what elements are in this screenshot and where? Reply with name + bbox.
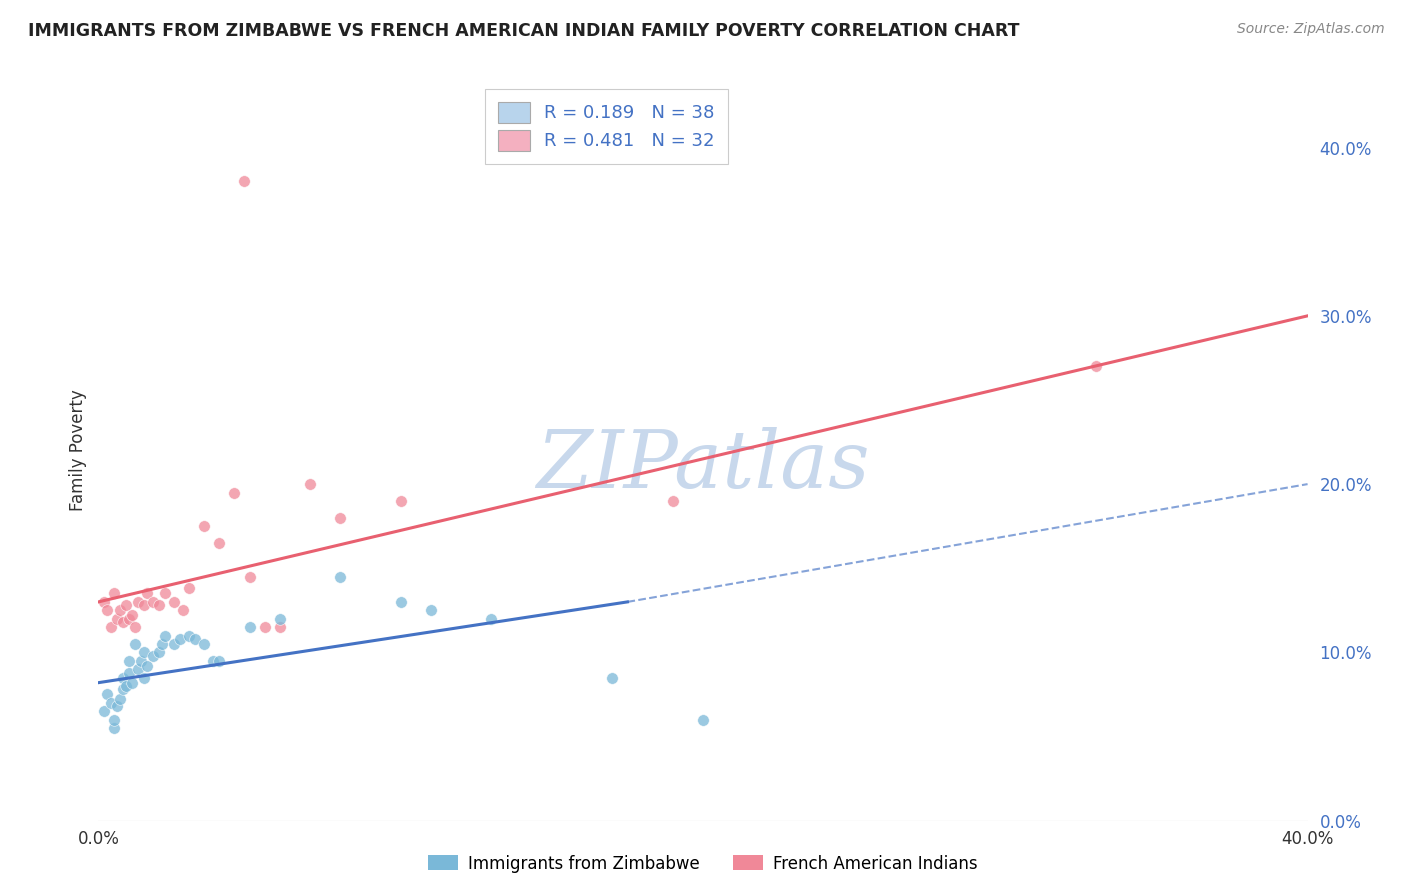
Point — [172, 603, 194, 617]
Point — [127, 595, 149, 609]
Point — [232, 174, 254, 188]
Point — [96, 688, 118, 702]
Point — [100, 620, 122, 634]
Y-axis label: Family Poverty: Family Poverty — [69, 390, 87, 511]
Point — [179, 582, 201, 596]
Point — [121, 608, 143, 623]
Point — [121, 675, 143, 690]
Point — [127, 662, 149, 676]
Point — [208, 654, 231, 668]
Point — [202, 654, 225, 668]
Point — [153, 586, 176, 600]
Point — [118, 654, 141, 668]
Point — [224, 485, 246, 500]
Point — [93, 704, 115, 718]
Point — [103, 713, 125, 727]
Point — [111, 682, 134, 697]
Text: ZIPatlas: ZIPatlas — [536, 426, 870, 504]
Point — [124, 637, 146, 651]
Point — [692, 713, 714, 727]
Point — [96, 603, 118, 617]
Point — [163, 637, 186, 651]
Point — [420, 603, 443, 617]
Point — [153, 628, 176, 642]
Point — [114, 599, 136, 613]
Point — [114, 679, 136, 693]
Point — [129, 654, 152, 668]
Point — [105, 612, 128, 626]
Text: IMMIGRANTS FROM ZIMBABWE VS FRENCH AMERICAN INDIAN FAMILY POVERTY CORRELATION CH: IMMIGRANTS FROM ZIMBABWE VS FRENCH AMERI… — [28, 22, 1019, 40]
Point — [179, 628, 201, 642]
Point — [150, 637, 173, 651]
Point — [108, 692, 131, 706]
Point — [269, 620, 291, 634]
Point — [93, 595, 115, 609]
Point — [118, 665, 141, 680]
Point — [253, 620, 276, 634]
Point — [132, 599, 155, 613]
Text: Source: ZipAtlas.com: Source: ZipAtlas.com — [1237, 22, 1385, 37]
Point — [132, 671, 155, 685]
Point — [389, 595, 412, 609]
Point — [100, 696, 122, 710]
Point — [132, 645, 155, 659]
Point — [239, 620, 262, 634]
Point — [1085, 359, 1108, 374]
Point — [329, 510, 352, 524]
Point — [299, 477, 322, 491]
Point — [208, 536, 231, 550]
Point — [602, 671, 624, 685]
Point — [184, 632, 207, 646]
Legend: Immigrants from Zimbabwe, French American Indians: Immigrants from Zimbabwe, French America… — [422, 848, 984, 880]
Point — [142, 595, 165, 609]
Point — [103, 721, 125, 735]
Point — [105, 699, 128, 714]
Point — [661, 494, 683, 508]
Point — [142, 648, 165, 663]
Point — [148, 599, 170, 613]
Point — [329, 569, 352, 583]
Point — [169, 632, 191, 646]
Point — [103, 586, 125, 600]
Point — [111, 615, 134, 629]
Point — [193, 519, 215, 533]
Point — [239, 569, 262, 583]
Point — [135, 658, 157, 673]
Point — [163, 595, 186, 609]
Point — [269, 612, 291, 626]
Point — [124, 620, 146, 634]
Point — [193, 637, 215, 651]
Point — [108, 603, 131, 617]
Point — [135, 586, 157, 600]
Point — [389, 494, 412, 508]
Point — [111, 671, 134, 685]
Point — [118, 612, 141, 626]
Legend: R = 0.189   N = 38, R = 0.481   N = 32: R = 0.189 N = 38, R = 0.481 N = 32 — [485, 89, 728, 163]
Point — [481, 612, 503, 626]
Point — [148, 645, 170, 659]
